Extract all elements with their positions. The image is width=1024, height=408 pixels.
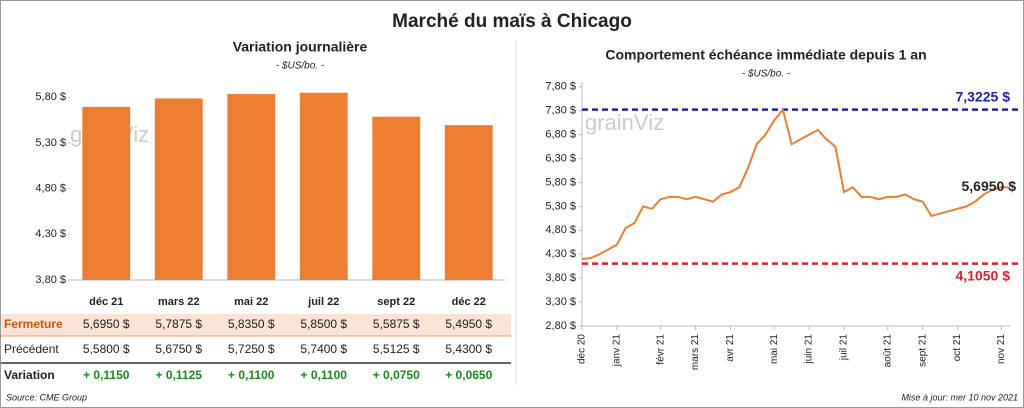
closing-row-bg <box>1 314 511 336</box>
bar <box>444 125 493 280</box>
y-tick-label: 5,30 $ <box>35 137 66 149</box>
reference-label: 7,3225 $ <box>956 88 1011 104</box>
table-cell: 5,6750 $ <box>155 342 202 356</box>
bar <box>372 116 421 280</box>
x-tick-label: août 21 <box>882 334 893 368</box>
value-label: 5,6950 $ <box>83 317 130 331</box>
x-tick-label: déc 20 <box>577 334 588 364</box>
y-tick-label: 5,80 $ <box>35 91 66 103</box>
x-tick-label: févr 21 <box>655 334 666 365</box>
y-tick-label: 6,30 $ <box>545 152 576 164</box>
x-tick-label: avr 21 <box>725 334 736 362</box>
chart-subtitle: - $US/bo. - <box>276 61 325 72</box>
x-tick-label: déc 21 <box>89 296 123 308</box>
y-tick-label: 7,30 $ <box>545 105 576 117</box>
table-cell: 5,5125 $ <box>373 342 420 356</box>
chart-title: Variation journalière <box>233 39 368 55</box>
watermark: grainViz <box>585 110 664 135</box>
y-tick-label: 3,30 $ <box>545 296 576 308</box>
value-label: 5,5875 $ <box>373 317 420 331</box>
y-tick-label: 7,80 $ <box>545 81 576 93</box>
table-cell: 5,7250 $ <box>228 342 275 356</box>
table-cell: 5,7400 $ <box>300 342 347 356</box>
x-tick-label: sept 21 <box>917 334 928 367</box>
row-label: Fermeture <box>4 317 63 331</box>
price-line <box>581 107 1011 261</box>
y-tick-label: 5,80 $ <box>545 176 576 188</box>
table-cell: + 0,1125 <box>156 368 203 382</box>
table-cell: 5,5800 $ <box>83 342 130 356</box>
updated: Mise à jour: mer 10 nov 2021 <box>901 392 1018 402</box>
table-cell: + 0,1100 <box>301 368 348 382</box>
x-tick-label: mai 22 <box>234 296 268 308</box>
value-label: 5,8350 $ <box>228 317 275 331</box>
x-tick-label: oct 21 <box>952 334 963 362</box>
y-tick-label: 3,80 $ <box>545 272 576 284</box>
y-tick-label: 6,80 $ <box>545 129 576 141</box>
x-tick-label: mars 22 <box>158 296 200 308</box>
y-tick-label: 3,80 $ <box>35 274 66 286</box>
bar <box>299 92 348 280</box>
table-cell: + 0,0650 <box>445 368 492 382</box>
table-cell: + 0,1100 <box>228 368 275 382</box>
x-tick-label: sept 22 <box>377 296 415 308</box>
x-tick-label: juin 21 <box>804 334 815 365</box>
x-tick-label: juil 21 <box>839 334 850 362</box>
x-tick-label: janv 21 <box>612 334 623 368</box>
y-tick-label: 4,30 $ <box>35 228 66 240</box>
x-tick-label: juil 22 <box>307 296 339 308</box>
y-tick-label: 5,30 $ <box>545 200 576 212</box>
table-cell: 5,4300 $ <box>445 342 492 356</box>
table-cell: + 0,1150 <box>83 368 130 382</box>
x-tick-label: mai 21 <box>769 334 780 364</box>
row-label: Variation <box>4 368 55 382</box>
value-label: 5,7875 $ <box>155 317 202 331</box>
y-tick-label: 2,80 $ <box>545 320 576 332</box>
bar <box>82 106 131 280</box>
x-tick-label: mars 21 <box>690 334 701 371</box>
table-cell: + 0,0750 <box>373 368 420 382</box>
value-label: 5,4950 $ <box>445 317 492 331</box>
row-label: Précédent <box>4 342 59 356</box>
page-title: Marché du maïs à Chicago <box>392 11 632 32</box>
x-tick-label: nov 21 <box>996 334 1007 364</box>
x-tick-label: déc 22 <box>452 296 486 308</box>
bar <box>154 98 203 281</box>
value-label: 5,8500 $ <box>300 317 347 331</box>
chart-subtitle: - $US/bo. - <box>742 69 791 80</box>
reference-label: 4,1050 $ <box>956 267 1011 283</box>
y-tick-label: 4,80 $ <box>35 183 66 195</box>
end-label: 5,6950 $ <box>962 178 1017 194</box>
chart-title: Comportement échéance immédiate depuis 1… <box>605 47 926 63</box>
y-tick-label: 4,30 $ <box>545 248 576 260</box>
y-tick-label: 4,80 $ <box>545 224 576 236</box>
source: Source: CME Group <box>6 392 87 402</box>
bar <box>227 94 276 280</box>
